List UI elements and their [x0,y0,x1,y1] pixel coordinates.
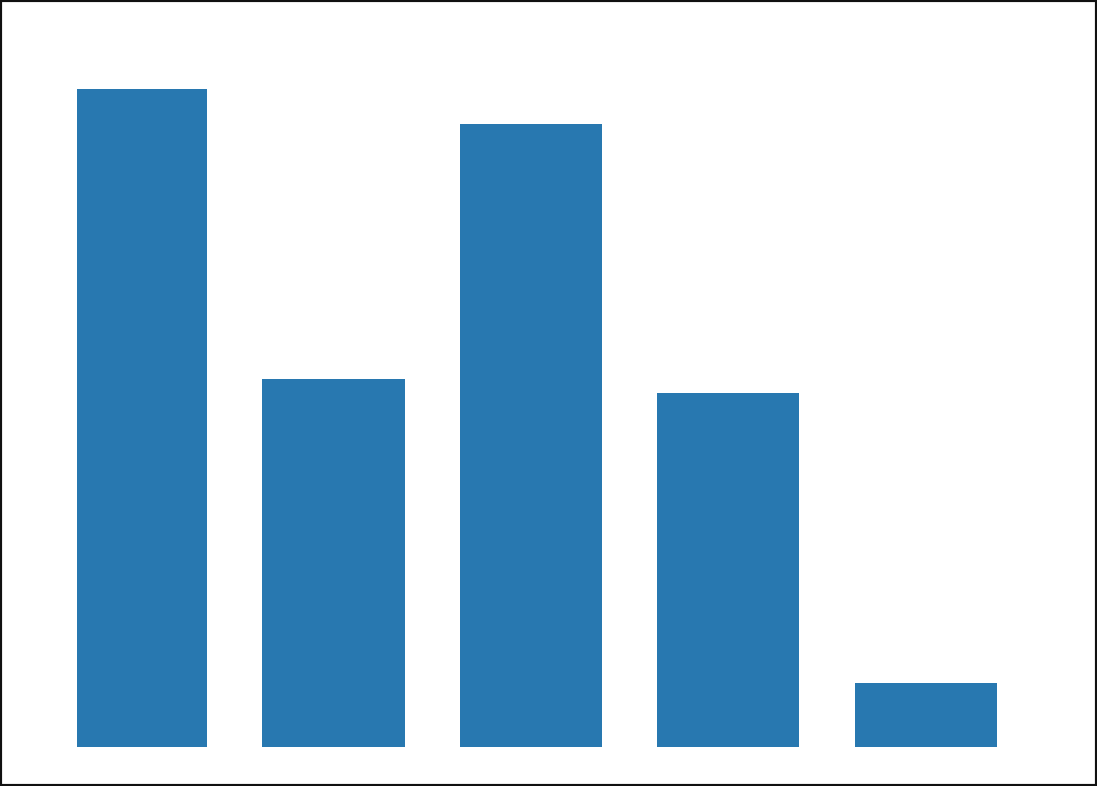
Bar [262,379,405,747]
Bar [65,89,207,747]
Bar [657,393,800,747]
Bar [855,683,997,747]
Bar [460,124,602,747]
